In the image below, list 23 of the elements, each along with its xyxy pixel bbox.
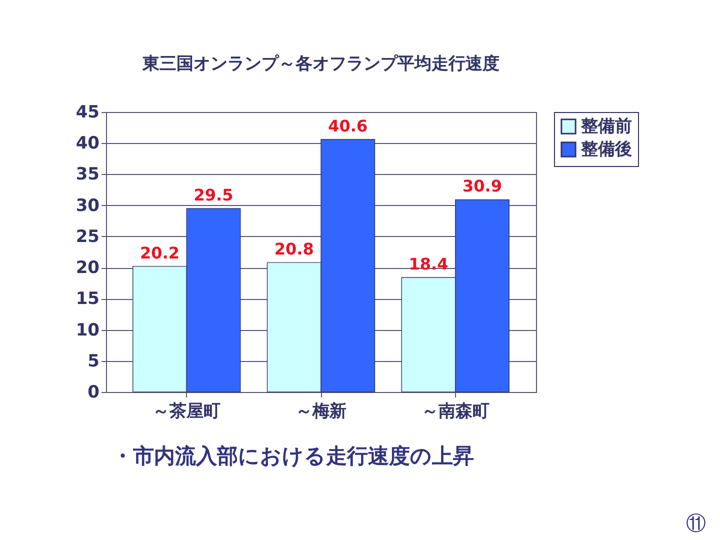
y-tick-label: 40: [76, 134, 100, 154]
legend-label: 整備後: [580, 140, 632, 160]
y-tick-label: 15: [76, 289, 100, 310]
y-tick-label: 10: [76, 320, 100, 340]
y-tick-label: 45: [76, 102, 100, 122]
y-tick-label: 35: [76, 164, 100, 185]
legend-label: 整備前: [580, 116, 632, 136]
y-tick-label: 20: [76, 258, 100, 278]
x-tick-label: ～南森町: [421, 402, 490, 422]
y-tick-label: 0: [88, 382, 100, 402]
data-label: 20.8: [274, 240, 314, 259]
data-label: 20.2: [140, 243, 180, 262]
text: ⑪: [686, 510, 706, 537]
chart-title: 東三国オンランプ～各オフランプ平均走行速度: [142, 54, 500, 74]
data-label: 30.9: [462, 176, 502, 196]
x-tick-label: ～茶屋町: [152, 402, 221, 422]
data-label: 29.5: [194, 185, 234, 204]
y-tick-label: 5: [88, 351, 100, 372]
y-tick-label: 30: [76, 196, 100, 216]
y-tick-label: 25: [76, 226, 100, 247]
x-tick-label: ～梅新: [296, 402, 346, 422]
data-label: 40.6: [328, 116, 368, 136]
text: ・市内流入部における走行速度の上昇: [112, 443, 474, 470]
